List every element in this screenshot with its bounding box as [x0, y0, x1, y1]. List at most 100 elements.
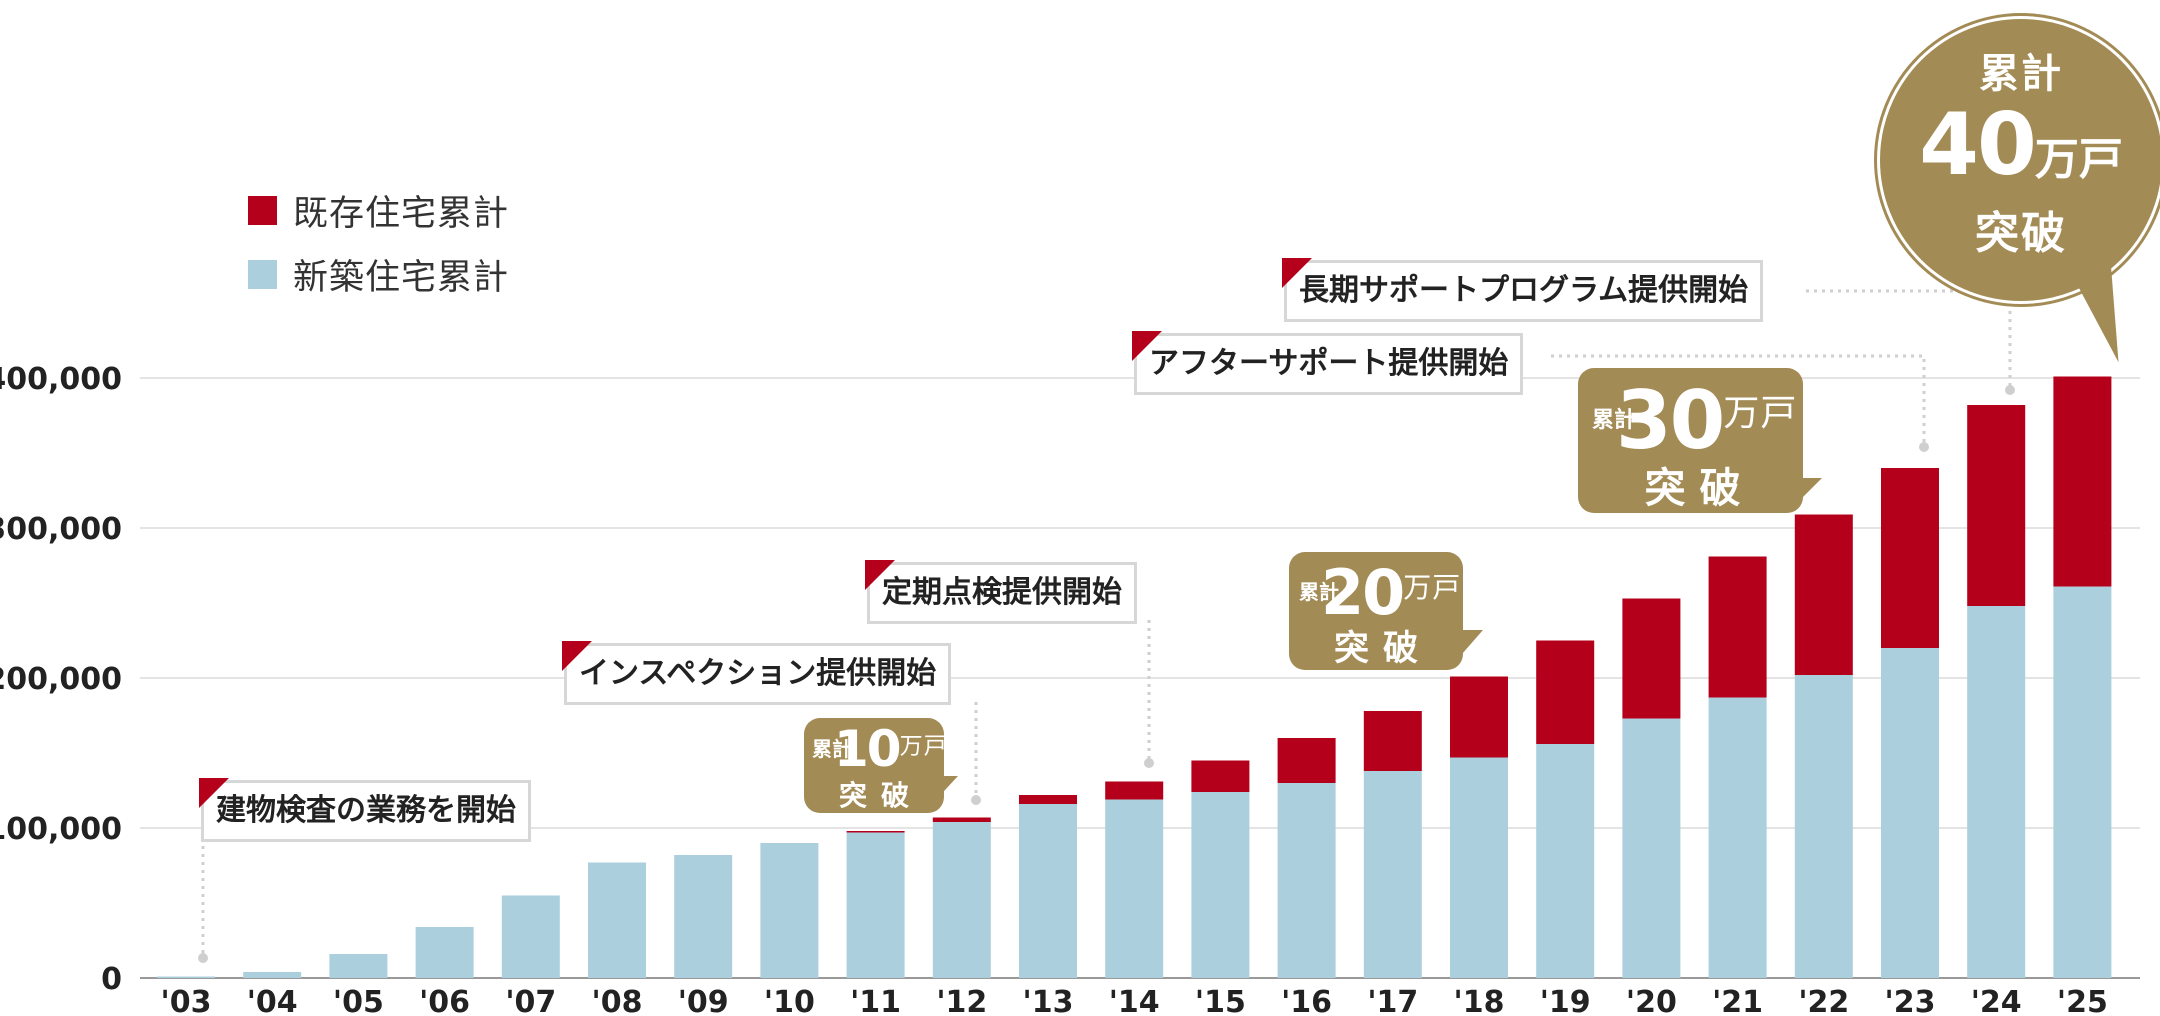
legend-label-new: 新築住宅累計 — [293, 257, 510, 298]
bar-existing-18 — [1708, 556, 1767, 698]
bar-new-9 — [932, 822, 991, 978]
bar-existing-17 — [1622, 598, 1681, 719]
y-tick-label: 400,000 — [0, 362, 122, 397]
x-tick-label: '23 — [1885, 985, 1936, 1016]
bar-existing-20 — [1881, 468, 1939, 648]
leader-dot — [198, 953, 208, 963]
badge-bottom: 突破 — [838, 779, 923, 812]
leader-line — [1806, 289, 2012, 390]
badge-top: 累計30万戸 — [1592, 374, 1797, 467]
bar-new-5 — [588, 862, 646, 978]
legend: 既存住宅累計 新築住宅累計 — [248, 178, 509, 306]
bar-new-2 — [329, 954, 388, 978]
bar-existing-13 — [1277, 738, 1336, 783]
milestone-after-support: アフターサポート提供開始 — [1132, 331, 1524, 395]
bar-new-3 — [415, 927, 474, 978]
x-tick-label: '16 — [1281, 985, 1332, 1016]
y-tick-label: 100,000 — [0, 812, 122, 847]
y-tick-label: 300,000 — [0, 512, 122, 547]
bar-existing-9 — [932, 817, 991, 822]
leader-line — [1551, 354, 1926, 447]
badge-number: 30 — [1616, 374, 1725, 467]
legend-label-existing: 既存住宅累計 — [293, 193, 510, 234]
bar-new-22 — [2053, 586, 2112, 978]
bar-new-1 — [243, 972, 302, 978]
x-tick-label: '06 — [419, 985, 470, 1016]
x-tick-label: '08 — [592, 985, 643, 1016]
x-tick-label: '11 — [850, 985, 901, 1016]
badge-tail — [1455, 630, 1483, 662]
milestone-long-term-support: 長期サポートプログラム提供開始 — [1282, 258, 1764, 322]
bar-existing-16 — [1536, 640, 1595, 744]
bar-existing-15 — [1450, 676, 1508, 758]
bar-new-4 — [501, 895, 560, 978]
x-tick-label: '04 — [247, 985, 298, 1016]
bar-existing-21 — [1967, 405, 2026, 606]
badge-number: 10 — [834, 720, 902, 778]
badge-kei: 累計 — [812, 736, 852, 761]
x-tick-label: '20 — [1626, 985, 1677, 1016]
bar-new-21 — [1967, 606, 2026, 978]
bar-new-18 — [1708, 697, 1767, 978]
badge-kei: 累計 — [1592, 407, 1637, 433]
milestone-label: 長期サポートプログラム提供開始 — [1299, 273, 1749, 308]
badge-bottom: 突破 — [1644, 464, 1755, 512]
flag-icon — [1132, 331, 1162, 361]
legend-item-existing: 既存住宅累計 — [248, 178, 509, 242]
badge-kei: 累計 — [1299, 580, 1339, 604]
x-tick-label: '17 — [1367, 985, 1418, 1016]
x-tick-label: '12 — [936, 985, 987, 1016]
badge-number: 20 — [1321, 556, 1405, 629]
bar-new-14 — [1363, 771, 1422, 978]
leader-dot — [1144, 758, 1154, 768]
x-tick-label: '25 — [2057, 985, 2108, 1016]
x-tick-label: '09 — [678, 985, 729, 1016]
flag-icon — [562, 641, 592, 671]
milestone-inspection-service: インスペクション提供開始 — [562, 641, 952, 705]
bar-existing-19 — [1794, 514, 1853, 675]
badge-40man: 累計 40万戸 突破 — [1877, 16, 2160, 367]
badge-tail — [1792, 478, 1822, 508]
bar-new-8 — [846, 832, 905, 978]
milestone-label: アフターサポート提供開始 — [1149, 346, 1509, 381]
x-tick-label: '22 — [1798, 985, 1849, 1016]
bar-existing-14 — [1363, 711, 1422, 771]
x-tick-label: '24 — [1971, 985, 2022, 1016]
badge-unit: 万戸 — [1403, 571, 1462, 604]
legend-swatch-existing — [248, 195, 277, 225]
leader-dot — [1919, 442, 1929, 452]
bar-existing-8 — [846, 831, 905, 833]
x-tick-label: '14 — [1109, 985, 1160, 1016]
bar-existing-11 — [1105, 781, 1164, 800]
badge-number: 40 — [1919, 95, 2037, 195]
bar-new-11 — [1105, 799, 1164, 978]
flag-icon — [865, 560, 895, 590]
badge-bottom: 突破 — [1975, 208, 2067, 259]
badge-main: 40万戸 — [1880, 95, 2160, 195]
bar-new-13 — [1277, 783, 1336, 978]
bar-new-6 — [674, 855, 733, 978]
legend-item-new: 新築住宅累計 — [248, 242, 509, 306]
x-tick-label: '10 — [764, 985, 815, 1016]
leader-dot — [2005, 385, 2015, 395]
x-tick-label: '13 — [1023, 985, 1074, 1016]
bar-existing-12 — [1191, 760, 1250, 792]
badge-unit: 万戸 — [899, 733, 948, 760]
bar-new-15 — [1450, 757, 1508, 978]
leader-dot — [971, 795, 981, 805]
y-tick-label: 200,000 — [0, 662, 122, 697]
bar-new-16 — [1536, 744, 1595, 978]
x-tick-label: '15 — [1195, 985, 1246, 1016]
bar-new-0 — [157, 976, 215, 978]
badge-tail — [932, 776, 958, 804]
bar-new-20 — [1881, 648, 1939, 978]
x-tick-label: '19 — [1540, 985, 1591, 1016]
x-tick-label: '07 — [505, 985, 556, 1016]
badge-top: 累計20万戸 — [1299, 556, 1461, 629]
bar-existing-22 — [2053, 376, 2112, 587]
milestone-label: 定期点検提供開始 — [882, 575, 1122, 610]
bar-new-10 — [1019, 804, 1077, 978]
bar-new-19 — [1794, 675, 1853, 978]
bar-new-12 — [1191, 792, 1250, 978]
